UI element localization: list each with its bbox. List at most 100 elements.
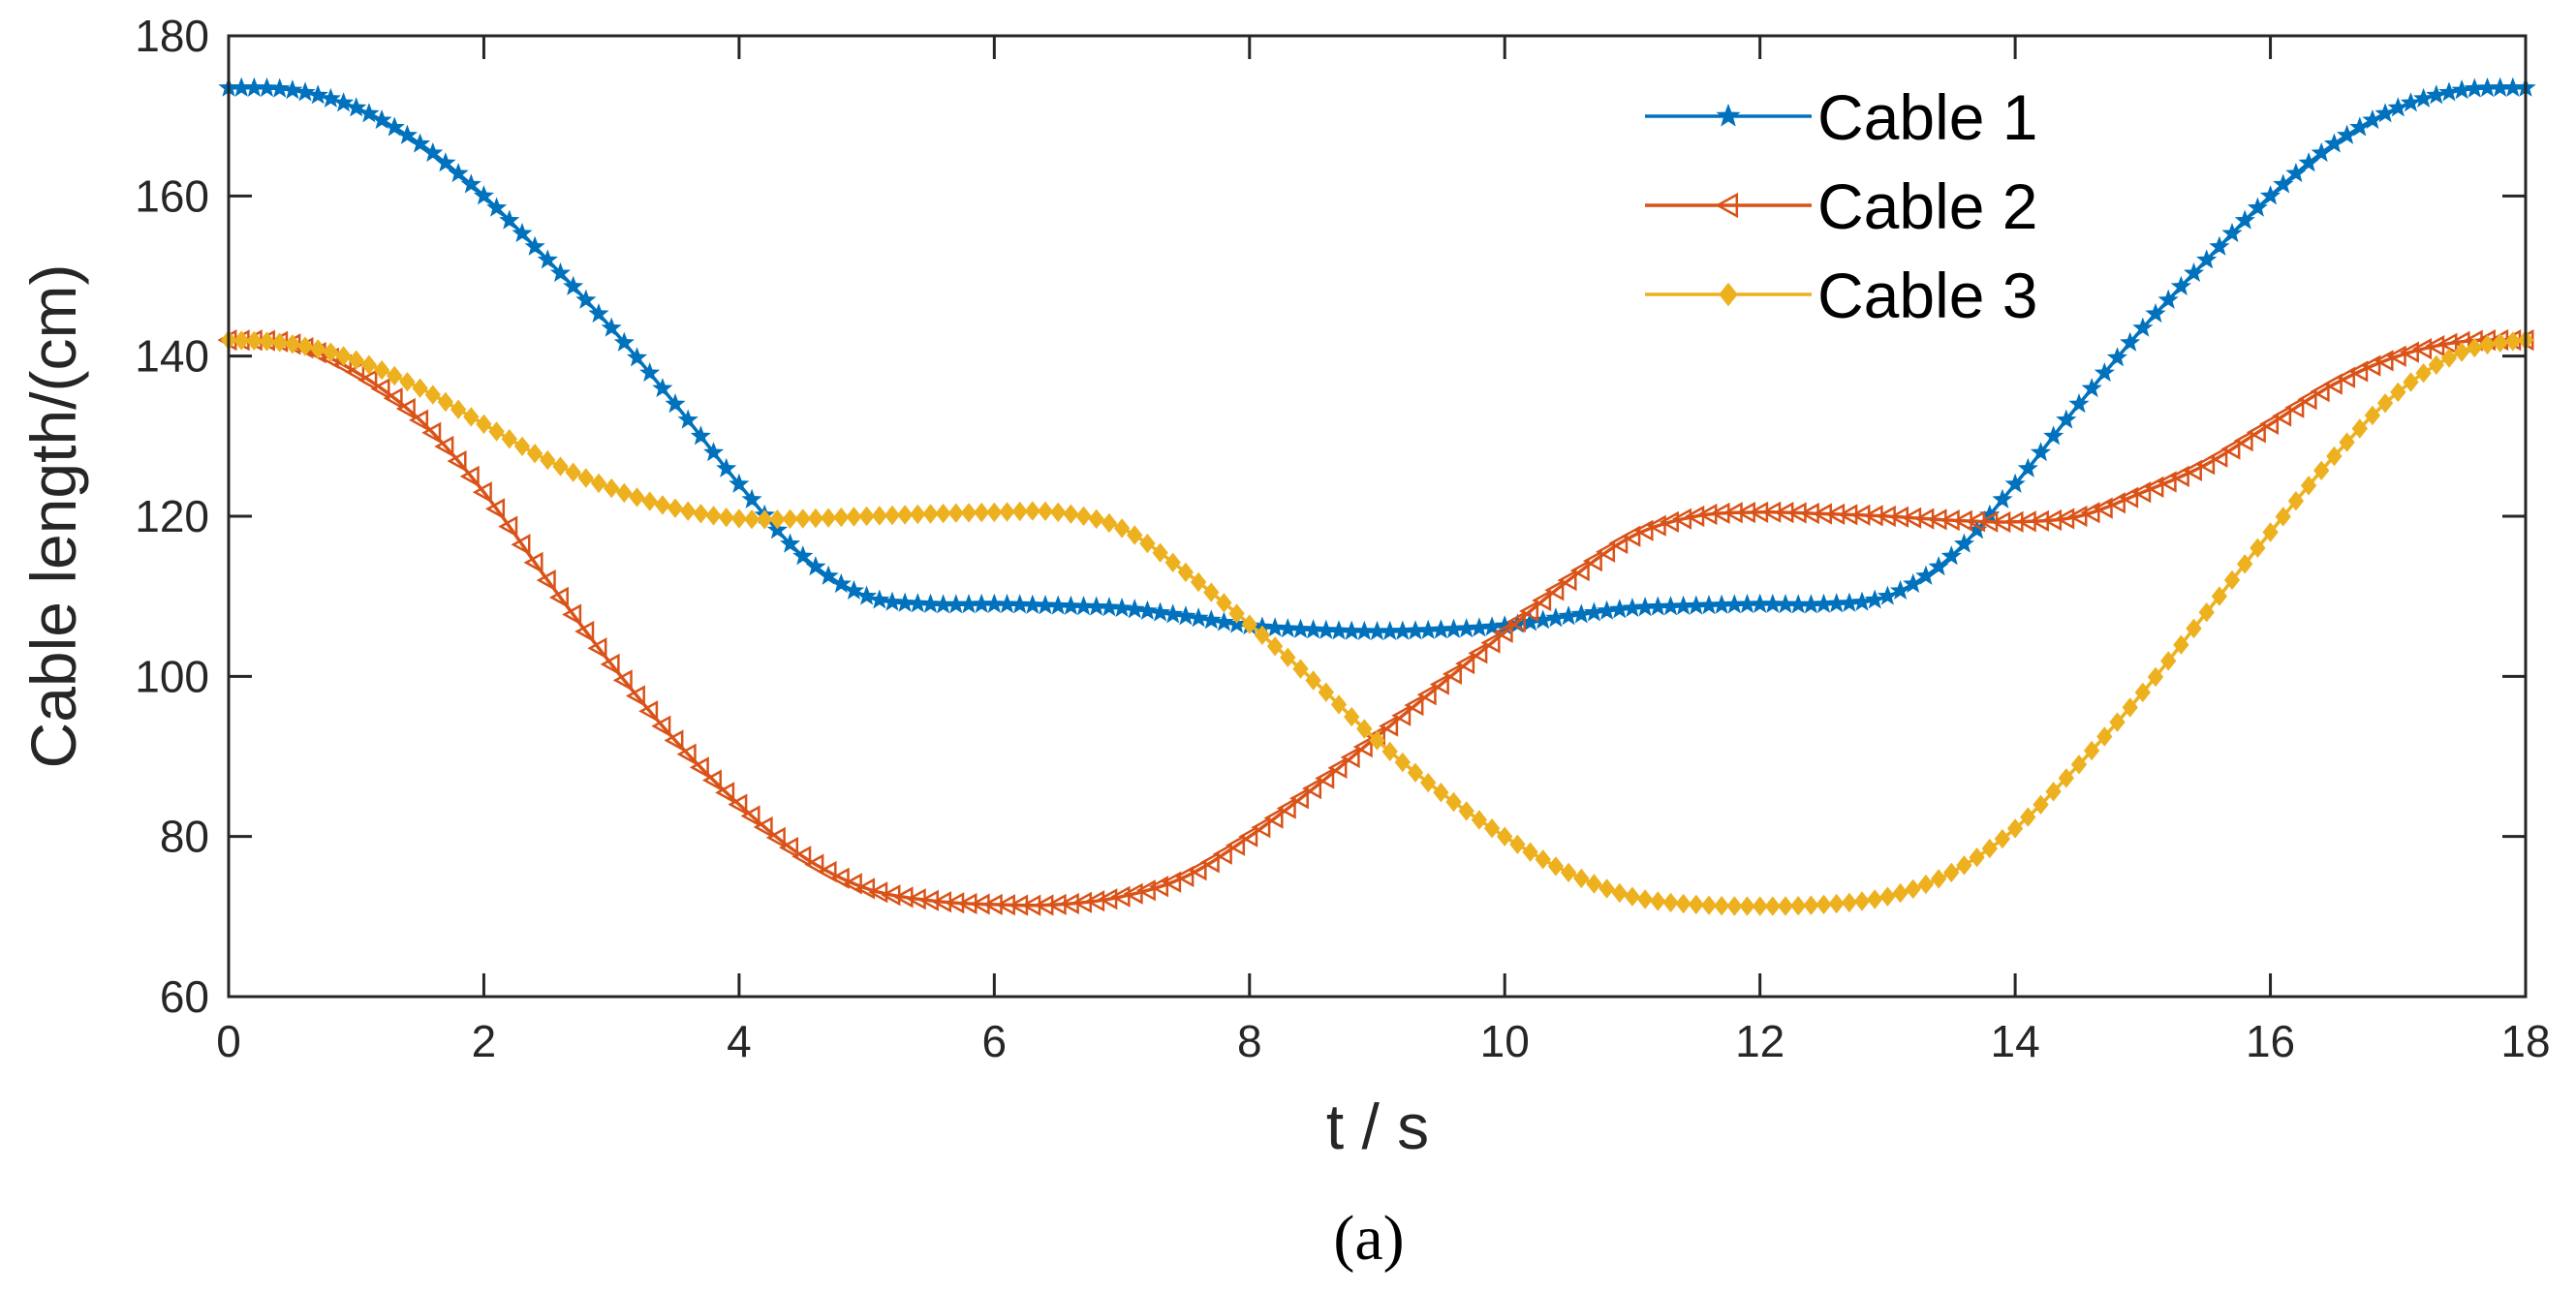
data-point <box>1203 582 1220 602</box>
data-point <box>577 468 594 488</box>
data-point <box>638 700 659 723</box>
data-point <box>2169 465 2189 488</box>
data-point <box>409 133 431 153</box>
data-point <box>233 330 250 351</box>
data-point <box>552 456 569 477</box>
data-point <box>2426 84 2447 105</box>
x-tick-label: 2 <box>472 1016 497 1066</box>
data-point <box>1557 569 1577 592</box>
data-point <box>805 556 826 576</box>
data-point <box>2080 502 2100 524</box>
data-point <box>757 509 773 530</box>
data-point <box>1101 512 1118 534</box>
data-point <box>1991 510 2011 534</box>
data-point <box>1662 892 1679 913</box>
data-point <box>1483 817 1501 839</box>
data-point <box>1943 862 1960 883</box>
data-point <box>1735 501 1755 524</box>
legend-marker <box>1716 103 1741 127</box>
data-point <box>2211 586 2228 606</box>
data-point <box>501 428 517 449</box>
data-point <box>1519 600 1539 623</box>
data-point <box>1903 572 1924 594</box>
data-point <box>512 222 533 243</box>
legend-entry-cable-3: Cable 3 <box>1645 260 2038 331</box>
data-point <box>1407 762 1424 783</box>
data-point <box>1917 874 1935 895</box>
data-point <box>2160 651 2177 671</box>
data-point <box>701 769 722 791</box>
data-point <box>459 465 480 488</box>
data-point <box>1188 607 1209 628</box>
data-point <box>310 339 326 359</box>
data-point <box>1009 894 1029 916</box>
data-point <box>1675 893 1691 914</box>
data-point <box>511 534 531 556</box>
data-point <box>1493 621 1513 644</box>
data-point <box>1726 896 1743 916</box>
data-point <box>2285 163 2307 183</box>
data-point <box>1175 605 1196 626</box>
data-point <box>1953 533 1975 553</box>
data-point <box>626 347 648 367</box>
data-point <box>383 387 403 410</box>
data-point <box>2336 366 2356 388</box>
data-point <box>537 249 558 269</box>
data-point <box>2109 712 2126 732</box>
data-point <box>2351 418 2368 439</box>
data-point <box>871 506 887 526</box>
data-point <box>2339 432 2355 452</box>
data-point <box>1391 704 1412 726</box>
data-point <box>1777 896 1794 916</box>
data-point <box>2387 97 2408 117</box>
data-point <box>1650 891 1666 911</box>
data-point <box>652 378 673 398</box>
data-point <box>1381 741 1398 762</box>
data-point <box>1596 540 1616 563</box>
data-point <box>1992 488 2013 508</box>
data-point <box>2058 768 2074 788</box>
data-point <box>323 342 339 362</box>
data-point <box>2349 116 2371 137</box>
data-point <box>2399 341 2419 363</box>
data-point <box>473 185 495 205</box>
data-point <box>779 836 799 859</box>
data-point <box>817 860 837 883</box>
data-point <box>2259 185 2281 205</box>
data-point <box>2068 393 2090 414</box>
data-point <box>641 491 658 511</box>
data-point <box>562 603 582 626</box>
data-point <box>613 331 635 352</box>
data-point <box>2020 807 2036 827</box>
data-point <box>1978 510 1999 533</box>
data-point <box>1713 895 1730 916</box>
data-point <box>2070 754 2088 775</box>
data-point <box>1190 571 1207 593</box>
data-point <box>1404 693 1424 717</box>
data-point <box>612 669 633 692</box>
x-tick-label: 4 <box>727 1016 752 1066</box>
data-point <box>2326 446 2343 467</box>
data-point <box>1212 843 1232 865</box>
data-point <box>424 385 441 405</box>
data-point <box>2297 388 2317 411</box>
x-tick-label: 12 <box>1735 1016 1785 1066</box>
data-point <box>2144 476 2164 499</box>
data-point <box>1163 603 1184 624</box>
data-point <box>1238 825 1258 847</box>
data-point <box>1582 550 1602 572</box>
data-point <box>1889 579 1911 600</box>
data-point <box>665 393 686 414</box>
data-point <box>447 449 467 473</box>
data-point <box>715 782 735 804</box>
data-point <box>1139 533 1156 554</box>
data-point <box>1905 878 1921 900</box>
data-point <box>421 421 442 444</box>
data-point <box>820 508 837 528</box>
data-point <box>450 399 467 419</box>
data-point <box>259 331 275 352</box>
data-point <box>485 498 506 520</box>
data-point <box>271 332 288 353</box>
data-point <box>1853 891 1871 911</box>
